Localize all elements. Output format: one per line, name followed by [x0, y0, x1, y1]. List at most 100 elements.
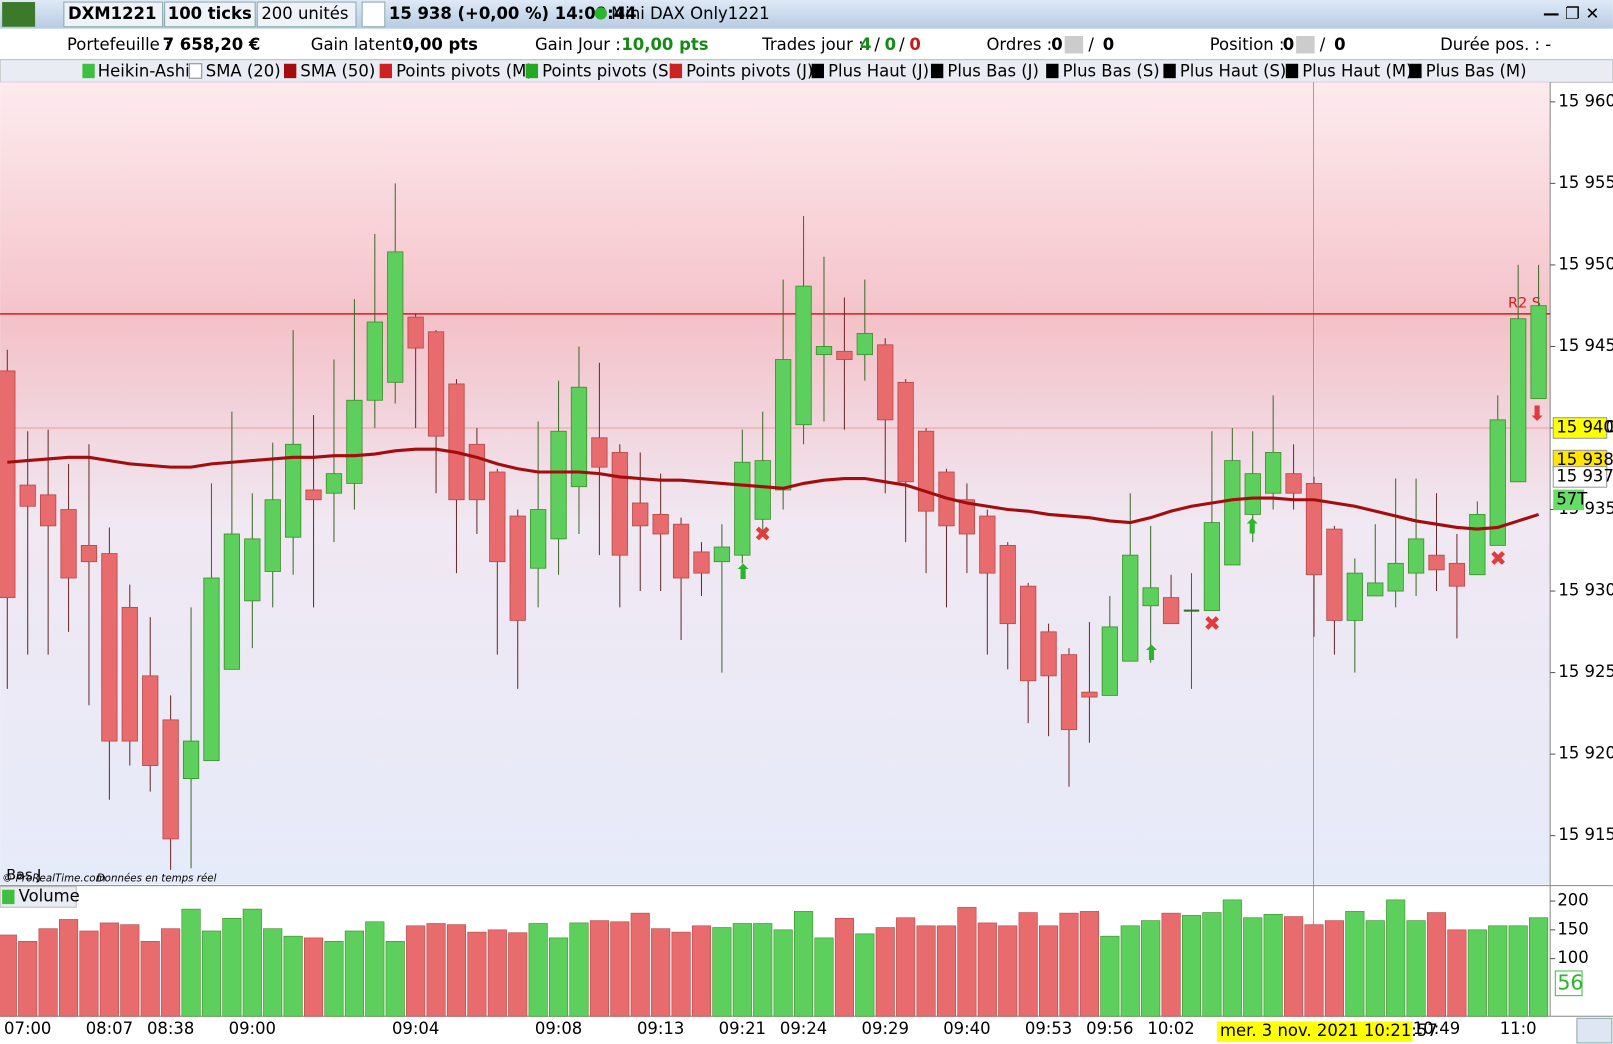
cursor-date: mer. 3 nov. 2021 10:21:57 [1220, 1021, 1438, 1040]
volume-bar [0, 934, 17, 1017]
separator: / [874, 35, 880, 54]
candle-body [897, 381, 914, 483]
candle-body [121, 606, 138, 742]
tick-counter-box [1553, 489, 1585, 511]
ticks[interactable]: 100 ticks [168, 4, 252, 23]
trades-label: Trades jour : [761, 35, 863, 54]
candle-body [1285, 473, 1302, 494]
candle-body [1530, 305, 1547, 400]
volume-bar [99, 922, 119, 1017]
indicator[interactable]: Plus Haut (M) [1302, 62, 1412, 81]
volume-bar [855, 933, 875, 1017]
cancel-orders[interactable] [1064, 36, 1084, 54]
volume-bar [1120, 925, 1140, 1017]
price-label-box [1552, 466, 1608, 488]
volume-bar [222, 917, 242, 1017]
volume-swatch [2, 889, 15, 905]
indicator[interactable]: Points pivots (M) [396, 62, 533, 81]
candle-body [1203, 522, 1221, 612]
candle-body [1305, 483, 1323, 576]
volume-bar [1141, 920, 1161, 1017]
ticks-box[interactable] [164, 1, 256, 28]
y-tick-label: 15 960 [1558, 91, 1613, 110]
y-tick-label: 15 915 [1558, 825, 1613, 844]
indicator[interactable]: Plus Haut (S) [1180, 62, 1286, 81]
indicator[interactable]: SMA (50) [300, 62, 375, 81]
candle-body [80, 544, 98, 563]
volume-bar [794, 911, 814, 1017]
candle-body [713, 546, 731, 563]
candle-body [693, 551, 710, 574]
buy-marker: ⬆ [1143, 641, 1160, 665]
volume-bar [79, 930, 99, 1017]
indicator-buttons: Heikin-Ashi SMA (20) SMA (50) Points piv… [82, 62, 1527, 81]
indicator[interactable]: Plus Bas (M) [1426, 62, 1527, 81]
candle-body [244, 538, 261, 602]
unrealized-label: Gain latent : [311, 35, 413, 54]
portfolio-label: Portefeuille : [67, 35, 171, 54]
volume-legend [0, 886, 77, 908]
candle-body [999, 544, 1016, 625]
price-label-box [1552, 417, 1608, 439]
volume-bar [161, 928, 181, 1017]
volume-bar [651, 928, 671, 1017]
y-tick-label: 15 950 [1558, 254, 1613, 273]
sell-marker: ✖ [754, 522, 771, 546]
instrument-box[interactable] [63, 1, 164, 28]
volume-bar [1345, 911, 1365, 1017]
candle-body [509, 515, 526, 621]
x-tick-label: 07:00 [4, 1019, 51, 1038]
volume-bar [569, 922, 589, 1017]
volume-bar [58, 919, 79, 1017]
x-tick-label: 09:04 [392, 1019, 439, 1038]
units-box[interactable] [256, 1, 357, 28]
candle-body [836, 350, 853, 360]
indicator[interactable]: Plus Bas (J) [947, 62, 1039, 81]
volume-bar [508, 932, 528, 1017]
indicator[interactable]: Points pivots (J) [686, 62, 813, 81]
candle-body [734, 461, 751, 556]
separator: / [1320, 35, 1326, 54]
candle-body [877, 344, 894, 421]
position: 0 [1334, 35, 1345, 54]
candle-body [0, 370, 16, 598]
candle-body [1224, 460, 1241, 566]
info-button[interactable] [361, 1, 386, 28]
units[interactable]: 200 unités [261, 4, 348, 23]
candle-body [1469, 513, 1486, 576]
window-controls[interactable]: — ❐ ✕ [1543, 4, 1599, 23]
volume-bar [181, 908, 201, 1017]
volume-bar [630, 912, 650, 1017]
candle-body [1387, 562, 1404, 592]
volume-bar [1406, 920, 1426, 1017]
volume-bar [18, 941, 38, 1017]
close-position[interactable] [1296, 36, 1315, 54]
volume-bar [1529, 917, 1549, 1017]
scroll-button[interactable] [1576, 1017, 1613, 1044]
volume-bar [283, 935, 303, 1017]
indicator[interactable]: Plus Haut (J) [828, 62, 929, 81]
candle-body [1081, 691, 1098, 698]
position-label: Position : [1210, 35, 1285, 54]
volume-bar [344, 930, 364, 1017]
x-tick-label: 10:49 [1413, 1019, 1460, 1038]
y-tick-label: 15 920 [1558, 744, 1613, 763]
candle-body [448, 383, 465, 501]
volume-bar [1508, 925, 1528, 1017]
y-tick-label: 15 930 [1558, 581, 1613, 600]
y-tick-label: 150 [1557, 919, 1588, 938]
volume-bar [957, 907, 977, 1017]
source-note: Données en temps réel [97, 872, 217, 884]
volume-bar [1304, 924, 1324, 1017]
y-tick-label: 15 945 [1558, 336, 1613, 355]
indicator[interactable]: SMA (20) [206, 62, 281, 81]
instrument[interactable]: DXM1221 [68, 4, 156, 23]
x-tick-label: 09:24 [780, 1019, 827, 1038]
volume-bar [671, 931, 691, 1017]
indicator[interactable]: Points pivots (S) [542, 62, 675, 81]
candle-body [530, 509, 547, 569]
candle-body [1326, 528, 1343, 621]
sell-marker: ✖ [1204, 611, 1221, 635]
indicator[interactable]: Heikin-Ashi [98, 62, 190, 81]
indicator[interactable]: Plus Bas (S) [1063, 62, 1160, 81]
